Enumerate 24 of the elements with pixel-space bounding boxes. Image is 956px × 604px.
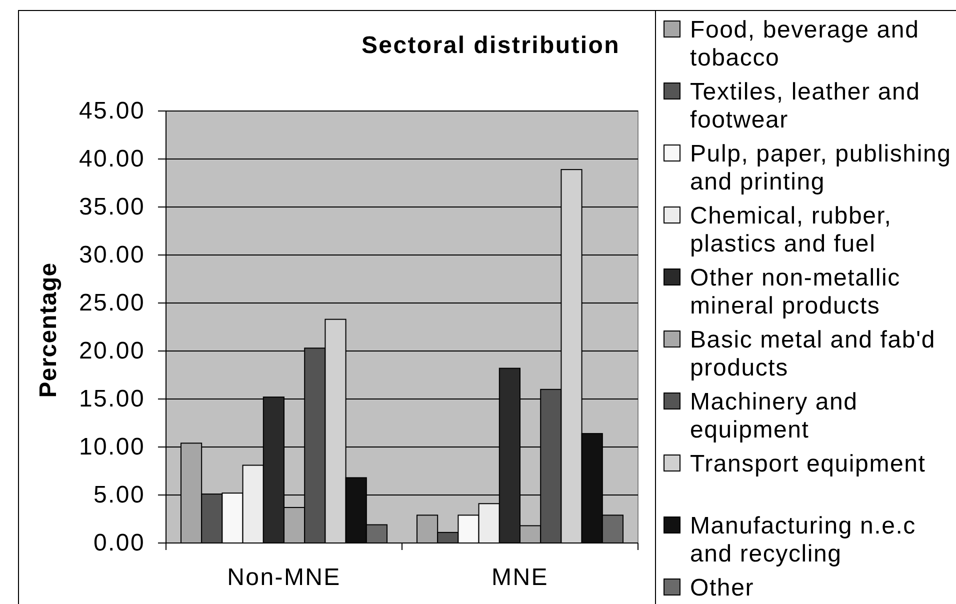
legend-label: Manufacturing n.e.c and recycling	[690, 512, 916, 568]
legend-label: Food, beverage and tobacco	[690, 16, 920, 72]
legend-label: Machinery and equipment	[690, 388, 858, 444]
legend-label: Textiles, leather and footwear	[690, 78, 920, 134]
x-tick-label: Non-MNE	[227, 564, 341, 592]
y-tick-label: 35.00	[78, 194, 145, 221]
y-tick-label: 25.00	[78, 290, 145, 317]
legend-label: Other non-metallic mineral products	[690, 264, 900, 320]
legend-label: Transport equipment	[690, 450, 926, 478]
y-tick-label: 40.00	[78, 146, 145, 173]
legend-label: Pulp, paper, publishing and printing	[690, 140, 952, 196]
y-axis-title: Percentage	[35, 262, 62, 398]
y-tick-label: 15.00	[78, 386, 145, 413]
y-tick-label: 30.00	[78, 242, 145, 269]
x-tick-label: MNE	[492, 564, 548, 592]
legend-label: Other	[690, 574, 754, 602]
legend-label: Chemical, rubber, plastics and fuel	[690, 202, 892, 258]
chart-title: Sectoral distribution	[361, 32, 620, 59]
legend-label: Basic metal and fab'd products	[690, 326, 936, 382]
y-tick-label: 0.00	[93, 530, 145, 557]
y-tick-label: 5.00	[93, 482, 145, 509]
y-tick-label: 20.00	[78, 338, 145, 365]
y-tick-label: 45.00	[78, 98, 145, 125]
y-tick-label: 10.00	[78, 434, 145, 461]
